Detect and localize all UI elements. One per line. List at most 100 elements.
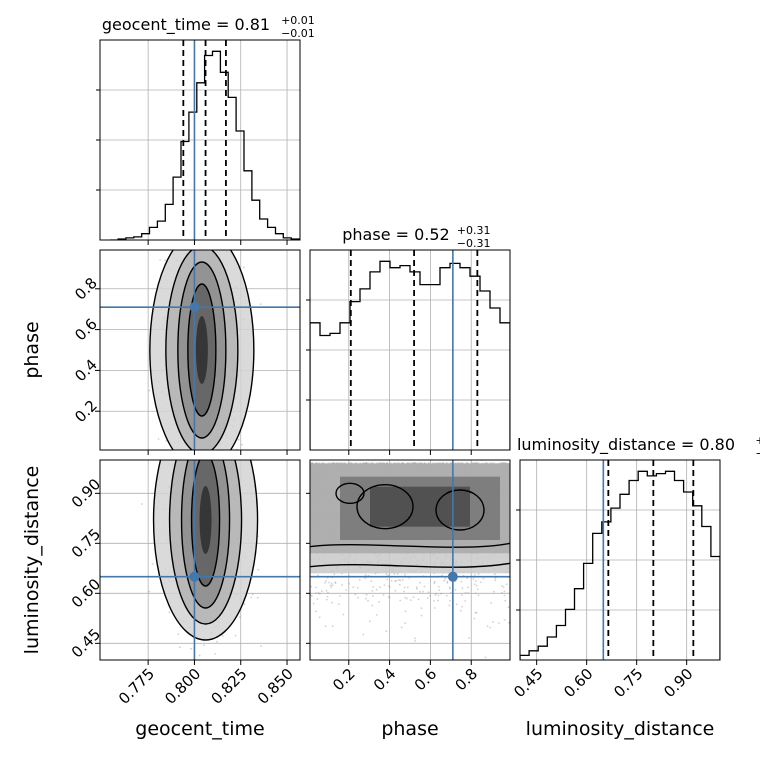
sample-point xyxy=(352,586,354,588)
sample-point xyxy=(335,581,337,583)
x-tick-label: 0.850 xyxy=(254,665,297,708)
panel-title: phase = 0.52 xyxy=(342,225,449,244)
sample-point xyxy=(492,621,494,623)
sample-point xyxy=(427,597,429,599)
sample-point xyxy=(474,574,476,576)
sample-point xyxy=(439,589,441,591)
sample-point xyxy=(404,622,406,624)
sample-point xyxy=(141,503,143,505)
sample-point xyxy=(327,592,329,594)
title-upper-error: +0.31 xyxy=(457,224,491,237)
sample-point xyxy=(400,580,402,582)
sample-point xyxy=(404,587,406,589)
sample-point xyxy=(464,600,466,602)
sample-point xyxy=(506,583,508,585)
x-axis-label: phase xyxy=(381,718,438,740)
sample-point xyxy=(199,655,201,657)
sample-point xyxy=(317,598,319,600)
sample-point xyxy=(399,600,401,602)
sample-point xyxy=(448,605,450,607)
x-tick-label: 0.825 xyxy=(208,665,251,708)
sample-point xyxy=(475,580,477,582)
sample-point xyxy=(328,582,330,584)
sample-point xyxy=(239,616,241,618)
sample-point xyxy=(449,600,451,602)
panel-phase-luminosity_distance: 0.2 0.4 0.6 0.8 xyxy=(306,460,511,694)
x-tick-label: 0.60 xyxy=(560,665,596,701)
sample-point xyxy=(238,439,240,441)
y-tick-label: 0.4 xyxy=(71,356,101,386)
sample-point xyxy=(359,579,361,581)
sample-point xyxy=(222,635,224,637)
sample-point xyxy=(260,303,262,305)
sample-point xyxy=(325,625,327,627)
sample-point xyxy=(341,584,343,586)
sample-point xyxy=(357,597,359,599)
sample-point xyxy=(483,578,485,580)
sample-point xyxy=(369,620,371,622)
sample-point xyxy=(345,589,347,591)
sample-point xyxy=(332,625,334,627)
truth-marker xyxy=(448,572,458,582)
title-upper-error: +0.13 xyxy=(755,434,760,447)
sample-point xyxy=(434,594,436,596)
sample-point xyxy=(421,615,423,617)
sample-point xyxy=(474,612,476,614)
sample-point xyxy=(404,597,406,599)
x-tick-label: 0.75 xyxy=(610,665,646,701)
sample-point xyxy=(260,645,262,647)
sample-point xyxy=(462,587,464,589)
sample-point xyxy=(419,582,421,584)
sample-point xyxy=(366,594,368,596)
sample-point xyxy=(460,581,462,583)
sample-point xyxy=(421,607,423,609)
sample-point xyxy=(386,574,388,576)
sample-point xyxy=(318,592,320,594)
sample-point xyxy=(489,627,491,629)
sample-point xyxy=(443,580,445,582)
sample-point xyxy=(348,583,350,585)
sample-point xyxy=(504,595,506,597)
sample-point xyxy=(460,610,462,612)
sample-point xyxy=(311,595,313,597)
sample-point xyxy=(433,600,435,602)
sample-point xyxy=(406,598,408,600)
sample-point xyxy=(327,596,329,598)
sample-point xyxy=(257,569,259,571)
title-lower-error: −0.01 xyxy=(281,27,315,40)
sample-point xyxy=(449,586,451,588)
sample-point xyxy=(405,610,407,612)
sample-point xyxy=(319,616,321,618)
sample-point xyxy=(326,599,328,601)
sample-point xyxy=(394,590,396,592)
sample-point xyxy=(428,591,430,593)
sample-point xyxy=(473,578,475,580)
sample-point xyxy=(477,589,479,591)
sample-point xyxy=(313,603,315,605)
sample-point xyxy=(403,591,405,593)
y-tick-label: 0.2 xyxy=(71,396,101,426)
sample-point xyxy=(339,595,341,597)
sample-point xyxy=(371,605,373,607)
sample-point xyxy=(315,592,317,594)
sample-point xyxy=(241,444,243,446)
sample-point xyxy=(450,592,452,594)
sample-point xyxy=(190,648,192,650)
corner-panels: geocent_time = 0.81 +0.01−0.010.20.40.60.… xyxy=(68,14,760,708)
sample-point xyxy=(456,604,458,606)
sample-point xyxy=(402,579,404,581)
sample-point xyxy=(152,563,154,565)
y-axis-label: phase xyxy=(21,321,43,378)
sample-point xyxy=(387,579,389,581)
sample-point xyxy=(465,592,467,594)
sample-point xyxy=(437,600,439,602)
x-axis-label: luminosity_distance xyxy=(526,718,715,740)
sample-point xyxy=(338,603,340,605)
y-tick-label: 0.8 xyxy=(71,274,101,304)
sample-point xyxy=(394,580,396,582)
sample-point xyxy=(434,607,436,609)
sample-point xyxy=(326,590,328,592)
density-level xyxy=(200,486,212,554)
sample-point xyxy=(343,614,345,616)
